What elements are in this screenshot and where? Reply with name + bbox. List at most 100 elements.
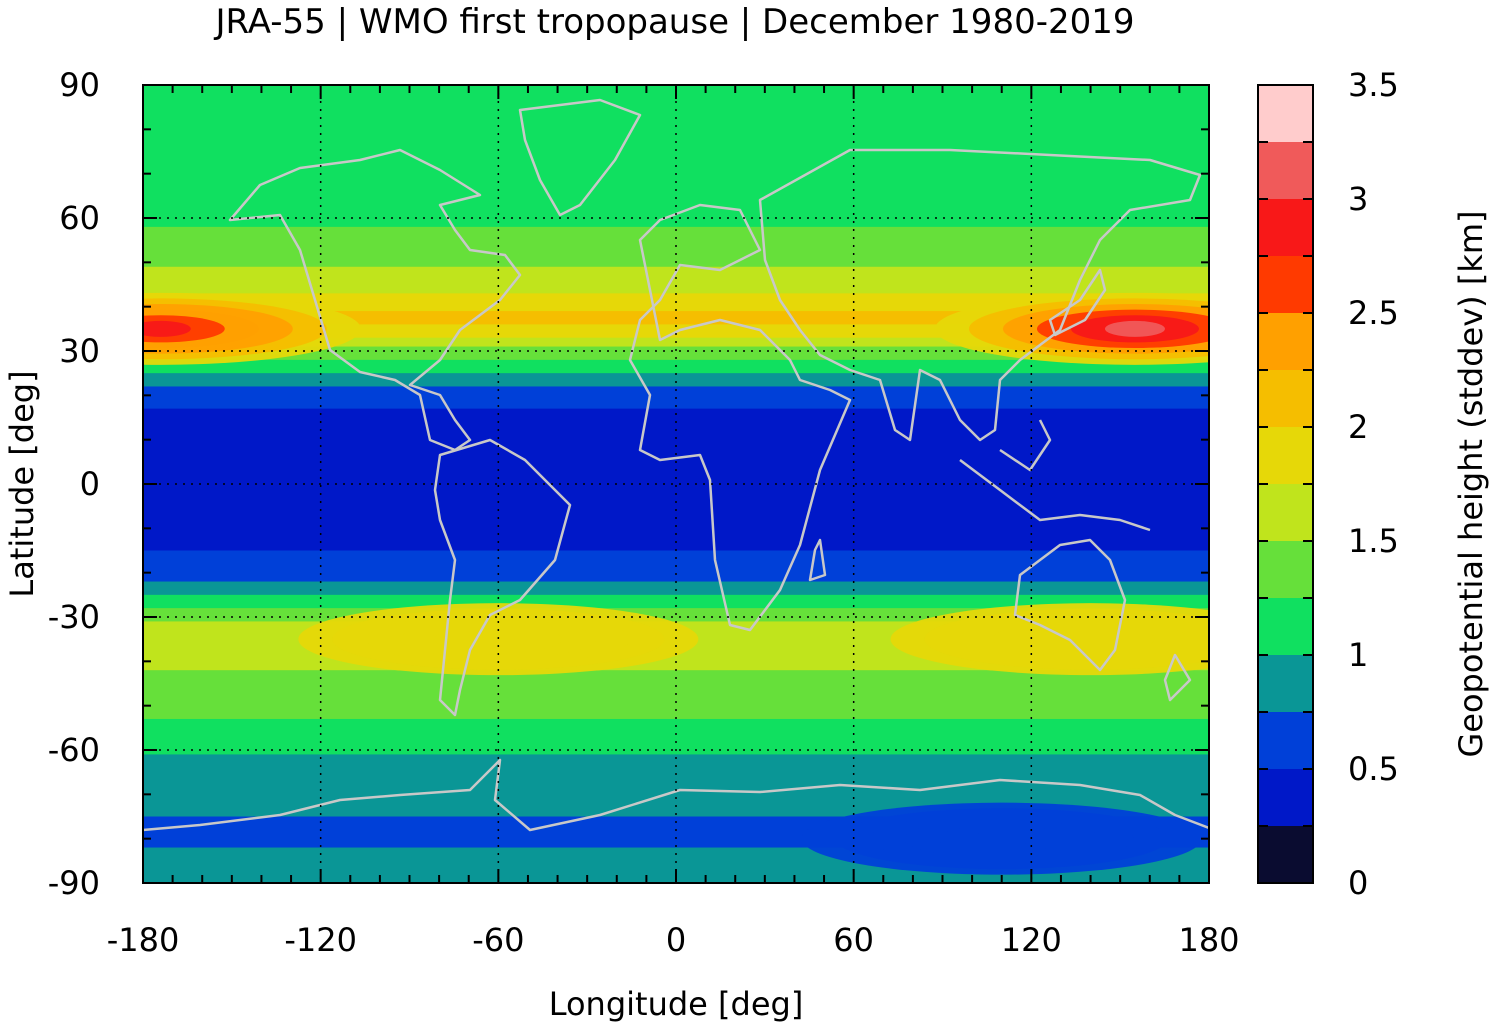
heatmap-band	[143, 479, 1209, 485]
heatmap-band	[143, 218, 1209, 224]
heatmap-band	[143, 173, 1209, 179]
x-tick-label: -60	[472, 921, 524, 959]
heatmap-feature	[1104, 320, 1165, 337]
heatmap-feature	[143, 320, 191, 337]
coastline-north-america	[228, 148, 522, 452]
x-tick-label: -180	[107, 921, 180, 959]
colorbar-tick-label: 0.5	[1348, 750, 1399, 788]
x-tick-label: 120	[1001, 921, 1062, 959]
heatmap-band	[143, 249, 1209, 255]
coastline-madagascar	[808, 538, 827, 582]
heatmap-band	[143, 253, 1209, 259]
colorbar-segment	[1258, 199, 1313, 256]
colorbar-tick-label: 3	[1348, 180, 1368, 218]
heatmap-band	[143, 169, 1209, 175]
heatmap-band	[143, 670, 1209, 676]
colorbar-segment	[1258, 826, 1313, 883]
heatmap-band	[143, 302, 1209, 308]
heatmap-band	[143, 656, 1209, 662]
heatmap-band	[143, 377, 1209, 383]
colorbar	[1258, 85, 1313, 883]
coastline-asia	[758, 148, 1202, 442]
colorbar-segment	[1258, 655, 1313, 712]
heatmap-band	[143, 288, 1209, 294]
heatmap-band	[143, 838, 1209, 844]
y-tick-label: 30	[59, 332, 100, 370]
heatmap-feature	[1060, 631, 1121, 648]
heatmap-band	[143, 222, 1209, 228]
colorbar-ticks	[1258, 141, 1313, 884]
heatmap-band	[143, 280, 1209, 286]
heatmap-band	[143, 311, 1209, 317]
heatmap-band	[143, 111, 1209, 117]
coastlines	[143, 98, 1209, 832]
colorbar-segment	[1258, 370, 1313, 427]
y-axis-label: Latitude [deg]	[3, 370, 41, 597]
heatmap-band	[143, 550, 1209, 556]
heatmap-band	[143, 820, 1209, 826]
heatmap-band	[143, 532, 1209, 538]
heatmap-band	[143, 710, 1209, 716]
colorbar-tick-label: 1.5	[1348, 522, 1399, 560]
heatmap-band	[143, 351, 1209, 357]
heatmap-band	[143, 847, 1209, 853]
heatmap-band	[143, 178, 1209, 184]
heatmap-band	[143, 825, 1209, 831]
heatmap-band	[143, 599, 1209, 605]
heatmap-band	[143, 102, 1209, 108]
heatmap-band	[143, 705, 1209, 711]
heatmap-band	[143, 359, 1209, 365]
heatmap-band	[143, 608, 1209, 614]
coastline-japan	[1048, 268, 1107, 337]
heatmap-band	[143, 98, 1209, 104]
x-tick-label: 0	[666, 921, 686, 959]
heatmap-features	[143, 292, 1209, 875]
heatmap-band	[143, 506, 1209, 512]
heatmap-band	[143, 497, 1209, 503]
heatmap-band	[143, 741, 1209, 747]
heatmap-band	[143, 750, 1209, 756]
heatmap-band	[143, 413, 1209, 419]
heatmap-band	[143, 457, 1209, 463]
heatmap-band	[143, 430, 1209, 436]
heatmap-band	[143, 382, 1209, 388]
colorbar-tick-label: 2	[1348, 408, 1368, 446]
heatmap-band	[143, 319, 1209, 325]
coastline-new-zealand	[1163, 653, 1192, 702]
colorbar-segment	[1258, 427, 1313, 484]
heatmap-band	[143, 142, 1209, 148]
heatmap-band	[143, 337, 1209, 343]
grid-lines	[143, 85, 1209, 883]
colorbar-tick-labels: 0 0.5 1 1.5 2 2.5 3 3.5	[1348, 66, 1399, 902]
heatmap-band	[143, 767, 1209, 773]
heatmap-band	[143, 701, 1209, 707]
x-tick-label: 180	[1178, 921, 1239, 959]
x-tick-label: -120	[284, 921, 357, 959]
colorbar-segment	[1258, 85, 1313, 142]
heatmap-band	[143, 745, 1209, 751]
heatmap-band	[143, 577, 1209, 583]
heatmap-feature	[971, 830, 1032, 847]
heatmap-band	[143, 209, 1209, 215]
heatmap-band	[143, 488, 1209, 494]
heatmap-band	[143, 501, 1209, 507]
y-tick-label: -60	[48, 731, 100, 769]
heatmap-band	[143, 754, 1209, 760]
heatmap-band	[143, 736, 1209, 742]
heatmap-band	[143, 408, 1209, 414]
heatmap-band	[143, 257, 1209, 263]
heatmap-band	[143, 133, 1209, 139]
colorbar-segment	[1258, 598, 1313, 655]
heatmap-band	[143, 373, 1209, 379]
heatmap-band	[143, 590, 1209, 596]
heatmap-band	[143, 572, 1209, 578]
colorbar-segment	[1258, 541, 1313, 598]
coastline-maritime-continent	[959, 419, 1151, 532]
heatmap-band	[143, 399, 1209, 405]
heatmap-band	[143, 492, 1209, 498]
heatmap-band	[143, 856, 1209, 862]
heatmap-band	[143, 718, 1209, 724]
coastline-greenland	[518, 98, 642, 217]
coastline-europe-africa	[628, 203, 852, 632]
heatmap-band	[143, 585, 1209, 591]
